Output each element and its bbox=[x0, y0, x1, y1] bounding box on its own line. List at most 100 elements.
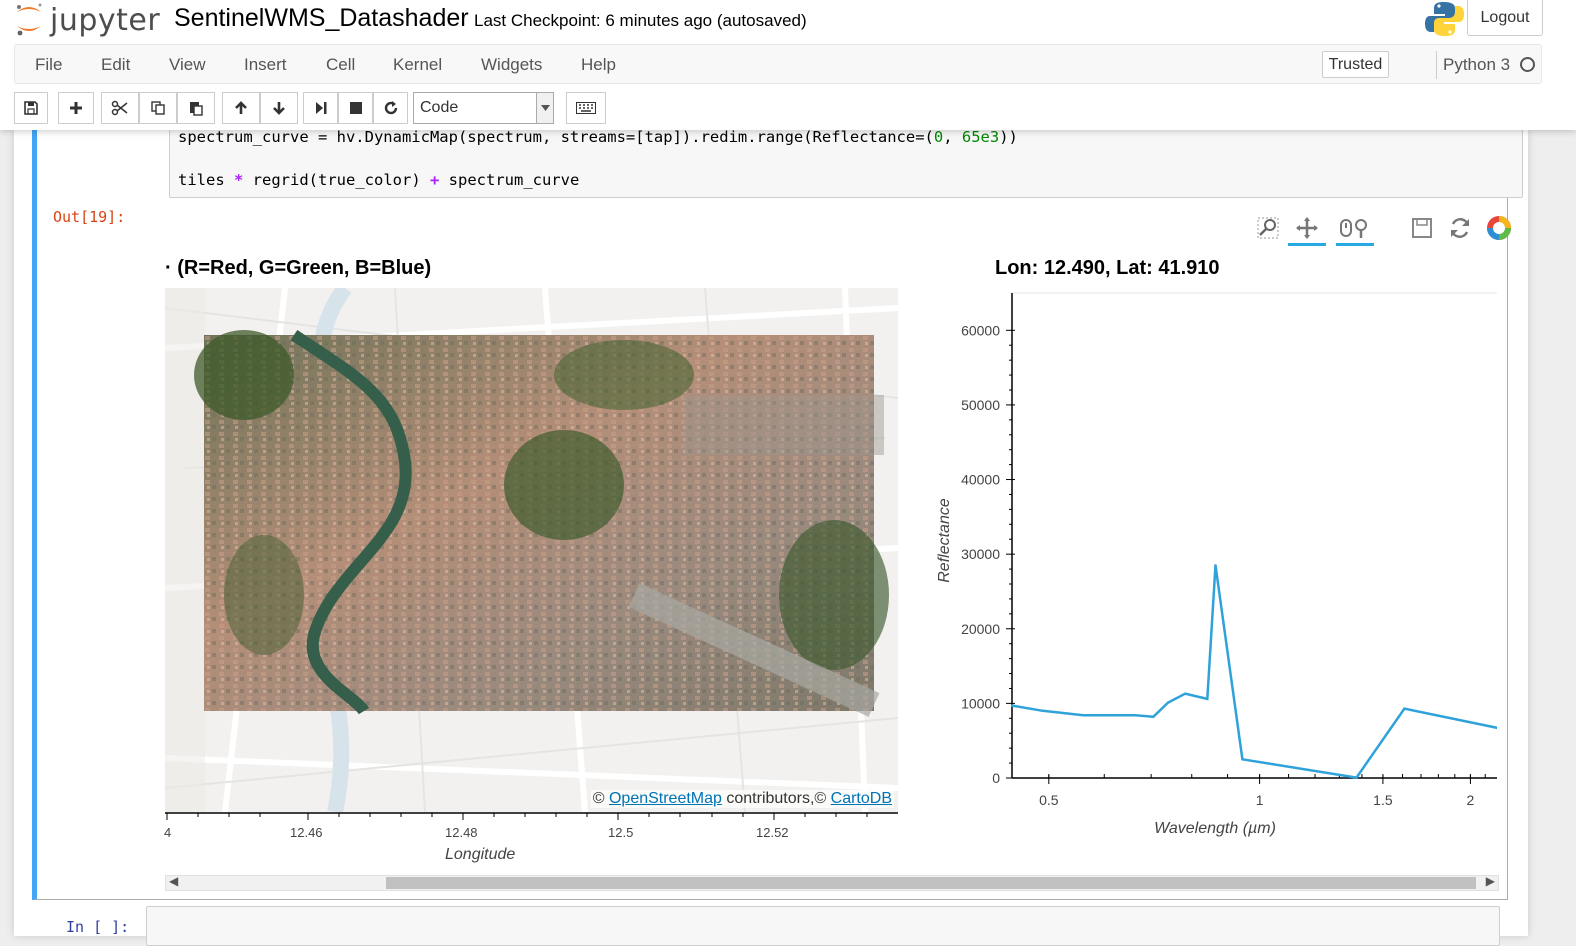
x-tick-label: 0.5 bbox=[1039, 792, 1059, 808]
wheel-zoom-tool[interactable] bbox=[1340, 214, 1370, 242]
spectrum-point bbox=[1241, 758, 1243, 760]
wheel-zoom-active-indicator bbox=[1336, 243, 1374, 246]
jupyter-wordmark: jupyter bbox=[50, 3, 160, 38]
save-icon bbox=[23, 100, 39, 116]
menu-file[interactable]: File bbox=[35, 55, 62, 75]
trusted-indicator[interactable]: Trusted bbox=[1322, 51, 1389, 78]
notebook-name[interactable]: SentinelWMS_Datashader bbox=[174, 4, 469, 33]
pan-tool[interactable] bbox=[1292, 214, 1322, 242]
run-cell-button[interactable] bbox=[303, 92, 338, 124]
map-attribution: © OpenStreetMap contributors,© CartoDB bbox=[591, 790, 894, 808]
reset-plot-tool[interactable] bbox=[1445, 214, 1475, 242]
y-tick-label: 30000 bbox=[961, 546, 1000, 562]
basemap-tiles bbox=[165, 288, 898, 812]
map-x-tick-label: 12.46 bbox=[290, 825, 323, 840]
save-plot-tool[interactable] bbox=[1407, 214, 1437, 242]
bokeh-logo-icon[interactable] bbox=[1484, 214, 1514, 242]
menu-view[interactable]: View bbox=[169, 55, 206, 75]
arrow-down-icon bbox=[271, 100, 287, 116]
y-tick-label: 0 bbox=[992, 770, 1000, 786]
copy-button[interactable] bbox=[139, 92, 177, 124]
empty-code-input[interactable] bbox=[146, 906, 1500, 946]
insert-cell-button[interactable] bbox=[58, 92, 94, 124]
keyboard-icon bbox=[576, 102, 596, 114]
spectrum-point bbox=[1206, 698, 1208, 700]
menu-insert[interactable]: Insert bbox=[244, 55, 287, 75]
y-tick-label: 60000 bbox=[961, 322, 1000, 338]
cell-type-value: Code bbox=[420, 99, 458, 116]
spectrum-point bbox=[1082, 714, 1084, 716]
x-tick-label: 1 bbox=[1256, 792, 1264, 808]
floppy-icon bbox=[1411, 217, 1433, 239]
pan-tool-active-indicator bbox=[1288, 243, 1326, 246]
notebook-header: jupyter SentinelWMS_Datashader Last Chec… bbox=[0, 0, 1576, 130]
scroll-left-arrow-icon[interactable]: ◀ bbox=[169, 874, 178, 888]
plot-toolbar bbox=[1251, 210, 1501, 246]
python-logo-icon bbox=[1424, 0, 1464, 43]
checkpoint-status: Last Checkpoint: 6 minutes ago (autosave… bbox=[474, 11, 807, 31]
arrow-up-icon bbox=[233, 100, 249, 116]
map-plot-area[interactable]: © OpenStreetMap contributors,© CartoDB bbox=[165, 288, 898, 812]
x-tick-label: 2 bbox=[1467, 792, 1475, 808]
cartodb-link[interactable]: CartoDB bbox=[831, 790, 892, 807]
map-x-tick-label: 12.48 bbox=[445, 825, 478, 840]
satellite-image bbox=[194, 330, 889, 711]
y-tick-label: 40000 bbox=[961, 472, 1000, 488]
move-cell-down-button[interactable] bbox=[260, 92, 298, 124]
cell-type-select[interactable]: Code bbox=[413, 92, 554, 124]
scroll-right-arrow-icon[interactable]: ▶ bbox=[1486, 874, 1495, 888]
menu-kernel[interactable]: Kernel bbox=[393, 55, 442, 75]
box-zoom-icon bbox=[1256, 216, 1280, 240]
code-line: tiles * regrid(true_color) + spectrum_cu… bbox=[178, 171, 579, 189]
refresh-icon bbox=[383, 100, 399, 116]
chevron-down-icon bbox=[536, 93, 553, 123]
y-axis-label: Reflectance bbox=[936, 498, 953, 583]
x-tick-label: 1.5 bbox=[1373, 792, 1393, 808]
openstreetmap-link[interactable]: OpenStreetMap bbox=[609, 790, 722, 807]
spectrum-point bbox=[1134, 714, 1136, 716]
interrupt-kernel-button[interactable] bbox=[338, 92, 373, 124]
paste-button[interactable] bbox=[177, 92, 215, 124]
jupyter-logo[interactable]: jupyter bbox=[14, 0, 160, 40]
menu-cell[interactable]: Cell bbox=[326, 55, 355, 75]
spectrum-point bbox=[1184, 692, 1186, 694]
output-prompt: Out[19]: bbox=[53, 208, 125, 226]
code-cell-selected[interactable]: spectrum_curve = hv.DynamicMap(spectrum,… bbox=[32, 130, 1508, 900]
plot-frame bbox=[1012, 293, 1497, 778]
plus-icon bbox=[68, 100, 84, 116]
spectrum-point bbox=[1167, 701, 1169, 703]
pan-icon bbox=[1295, 216, 1319, 240]
copy-icon bbox=[150, 100, 166, 116]
scrollbar-thumb[interactable] bbox=[386, 877, 1476, 889]
move-cell-up-button[interactable] bbox=[222, 92, 260, 124]
spectrum-plot-title: Lon: 12.490, Lat: 41.910 bbox=[995, 257, 1220, 280]
spectrum-point bbox=[1214, 564, 1216, 566]
menu-widgets[interactable]: Widgets bbox=[481, 55, 542, 75]
logout-button[interactable]: Logout bbox=[1467, 0, 1543, 36]
save-button[interactable] bbox=[14, 92, 48, 124]
spectrum-point bbox=[1152, 716, 1154, 718]
paste-icon bbox=[188, 100, 204, 116]
y-tick-label: 20000 bbox=[961, 621, 1000, 637]
menu-edit[interactable]: Edit bbox=[101, 55, 130, 75]
box-zoom-tool[interactable] bbox=[1253, 214, 1283, 242]
code-input-area[interactable]: spectrum_curve = hv.DynamicMap(spectrum,… bbox=[169, 130, 1523, 198]
notebook-toolbar: Code bbox=[0, 90, 1576, 126]
command-palette-button[interactable] bbox=[566, 92, 606, 124]
output-horizontal-scrollbar[interactable]: ◀ ▶ bbox=[165, 875, 1499, 891]
kernel-separator bbox=[1436, 51, 1437, 79]
spectrum-point bbox=[1041, 710, 1043, 712]
menu-help[interactable]: Help bbox=[581, 55, 616, 75]
map-x-axis-label: Longitude bbox=[445, 846, 515, 864]
reset-icon bbox=[1448, 216, 1472, 240]
stop-icon bbox=[349, 101, 363, 115]
cut-button[interactable] bbox=[101, 92, 139, 124]
notebook-container: spectrum_curve = hv.DynamicMap(spectrum,… bbox=[14, 130, 1528, 936]
spectrum-point bbox=[1403, 707, 1405, 709]
jupyter-orbit-icon bbox=[14, 2, 44, 38]
y-tick-label: 10000 bbox=[961, 695, 1000, 711]
restart-kernel-button[interactable] bbox=[373, 92, 408, 124]
map-x-tick-label: 12.52 bbox=[756, 825, 789, 840]
kernel-idle-icon bbox=[1520, 57, 1535, 72]
